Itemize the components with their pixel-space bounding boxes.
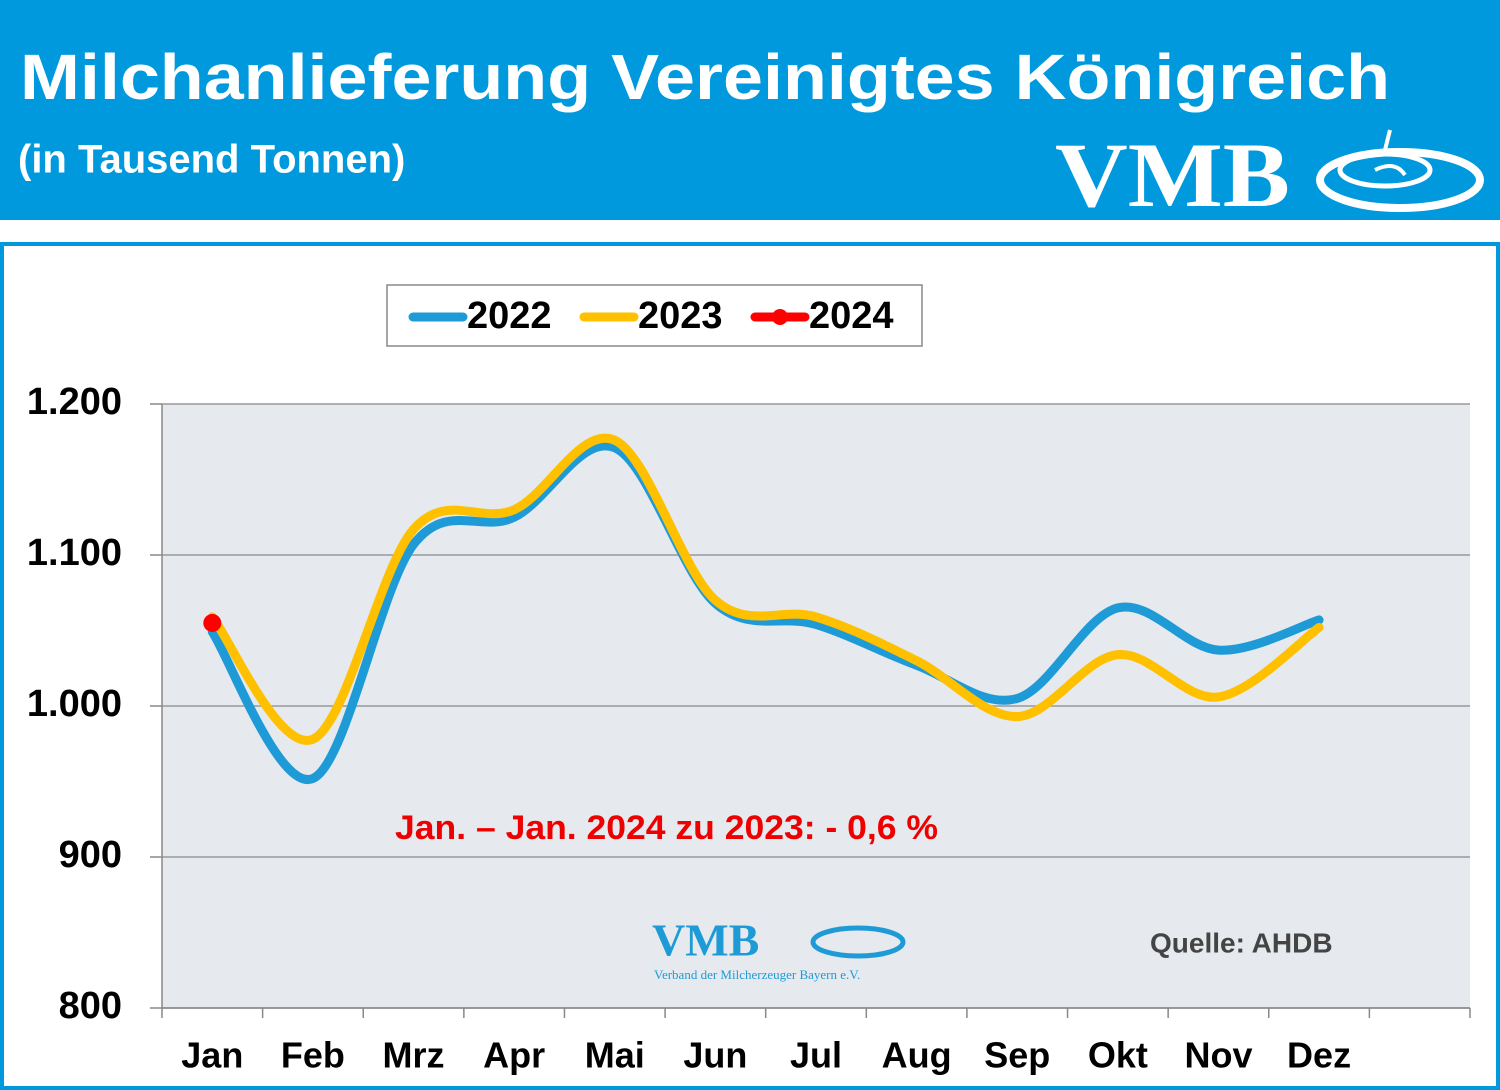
- x-tick-label: Jan: [181, 1035, 243, 1076]
- legend-label: 2024: [809, 295, 894, 337]
- source: Quelle: AHDB: [1150, 927, 1333, 958]
- x-tick-label: Dez: [1287, 1035, 1351, 1076]
- annotation: Jan. – Jan. 2024 zu 2023: - 0,6 %: [395, 809, 938, 847]
- x-tick-label: Apr: [483, 1035, 545, 1076]
- watermark-swoosh: [810, 925, 906, 959]
- chart-frame: [0, 242, 1500, 1090]
- y-tick-label: 1.000: [27, 683, 122, 725]
- x-tick-label: Jun: [683, 1035, 747, 1076]
- legend-marker: [772, 309, 788, 325]
- header-logo: VMB: [1055, 124, 1290, 226]
- x-tick-label: Mrz: [383, 1035, 445, 1076]
- chart-subtitle: (in Tausend Tonnen): [18, 138, 405, 182]
- chart-title: Milchanlieferung Vereinigtes Königreich: [20, 41, 1390, 113]
- x-tick-label: Mai: [585, 1035, 645, 1076]
- legend-label: 2023: [638, 295, 723, 337]
- watermark-text: Verband der Milcherzeuger Bayern e.V.: [654, 967, 860, 982]
- header-band: [0, 0, 1500, 220]
- header-logo-swoosh: [1316, 129, 1484, 212]
- watermark-logo: VMB: [652, 915, 759, 966]
- y-tick-label: 900: [59, 834, 122, 876]
- x-tick-label: Feb: [281, 1035, 345, 1076]
- x-tick-label: Sep: [984, 1035, 1050, 1076]
- x-tick-label: Nov: [1184, 1035, 1252, 1076]
- x-tick-label: Jul: [790, 1035, 842, 1076]
- data-point: [203, 613, 222, 632]
- y-tick-label: 1.200: [27, 381, 122, 423]
- x-tick-label: Aug: [882, 1035, 952, 1076]
- data-line: [207, 433, 1324, 745]
- legend-label: 2022: [467, 295, 552, 337]
- y-tick-label: 800: [59, 985, 122, 1027]
- x-tick-label: Okt: [1088, 1035, 1148, 1076]
- y-tick-label: 1.100: [27, 532, 122, 574]
- legend-box: [386, 284, 923, 347]
